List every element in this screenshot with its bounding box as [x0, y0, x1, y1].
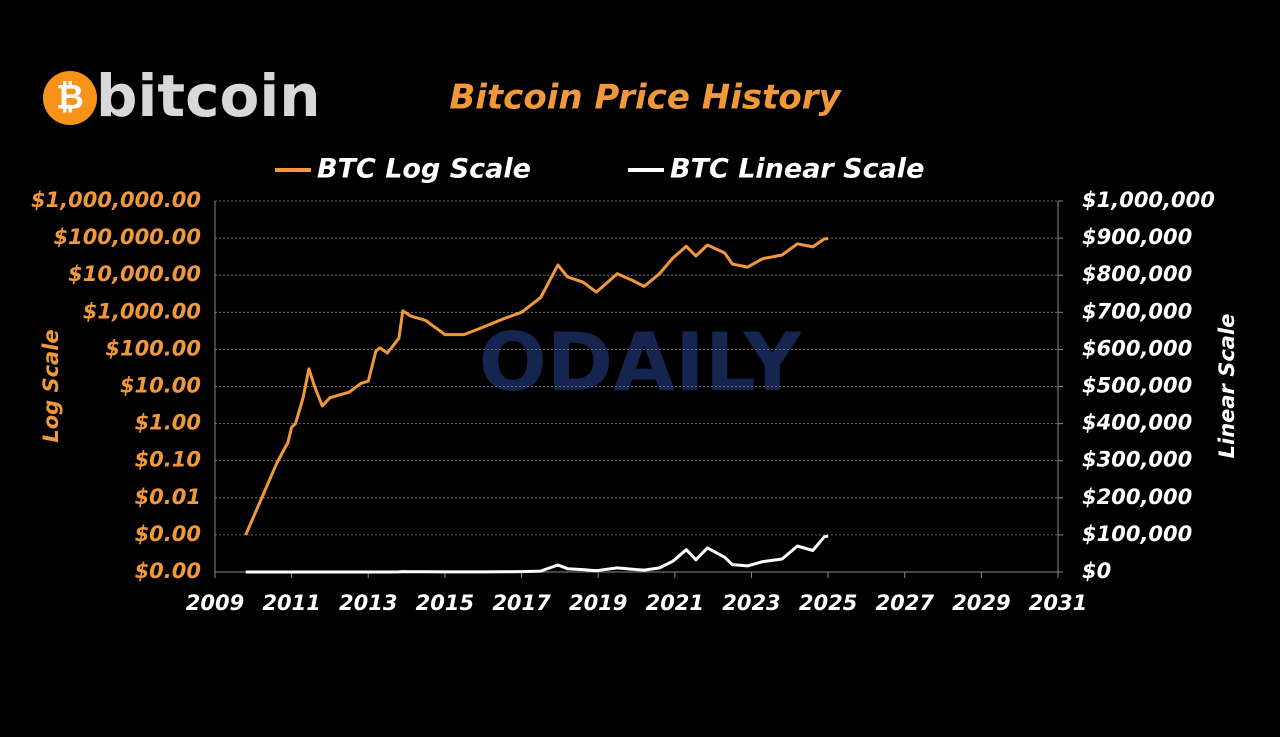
y-tick-label: $1.00	[135, 411, 201, 435]
x-tick-label: 2011	[262, 591, 320, 615]
y2-tick-label: $900,000	[1082, 225, 1192, 249]
y-axis-title: Log Scale	[39, 329, 63, 442]
y2-tick-label: $400,000	[1082, 411, 1192, 435]
y-tick-label: $10,000.00	[68, 262, 201, 286]
y2-axis-title: Linear Scale	[1215, 314, 1239, 459]
y-tick-label: $1,000,000.00	[31, 188, 201, 212]
x-tick-label: 2023	[722, 591, 780, 615]
x-tick-label: 2027	[876, 591, 935, 615]
watermark: ODAILY	[479, 316, 803, 409]
y2-tick-label: $1,000,000	[1082, 188, 1215, 212]
x-tick-label: 2031	[1029, 591, 1087, 615]
y2-tick-label: $200,000	[1082, 485, 1192, 509]
x-tick-label: 2017	[492, 591, 551, 615]
x-tick-label: 2009	[186, 591, 244, 615]
logo-symbol: ₿	[56, 78, 84, 118]
y-tick-label: $0.00	[135, 522, 201, 546]
chart-title: Bitcoin Price History	[449, 78, 842, 118]
x-tick-label: 2015	[416, 591, 474, 615]
x-tick-label: 2019	[569, 591, 627, 615]
logo-coin	[43, 71, 97, 125]
y-tick-label: $0.10	[135, 448, 201, 472]
y-tick-label: $0.01	[135, 485, 201, 509]
y-tick-label: $100,000.00	[54, 225, 201, 249]
y-tick-label: $0.00	[135, 559, 201, 583]
y2-tick-label: $600,000	[1082, 336, 1192, 360]
y2-tick-label: $100,000	[1082, 522, 1192, 546]
y2-tick-label: $700,000	[1082, 299, 1192, 323]
y2-tick-label: $300,000	[1082, 448, 1192, 472]
legend-label: BTC Linear Scale	[670, 154, 924, 185]
y2-tick-label: $0	[1082, 559, 1111, 583]
x-tick-label: 2029	[952, 591, 1010, 615]
series-line	[245, 534, 829, 574]
y-tick-label: $1,000.00	[83, 299, 201, 323]
y2-tick-label: $800,000	[1082, 262, 1192, 286]
y-tick-label: $100.00	[105, 336, 201, 360]
x-tick-label: 2013	[339, 591, 397, 615]
legend-label: BTC Log Scale	[317, 154, 531, 185]
x-tick-label: 2025	[799, 591, 857, 615]
x-tick-label: 2021	[646, 591, 704, 615]
logo-wordmark: bitcoin	[96, 62, 321, 130]
y-tick-label: $10.00	[120, 374, 201, 398]
y2-tick-label: $500,000	[1082, 374, 1192, 398]
series-line	[244, 237, 829, 536]
